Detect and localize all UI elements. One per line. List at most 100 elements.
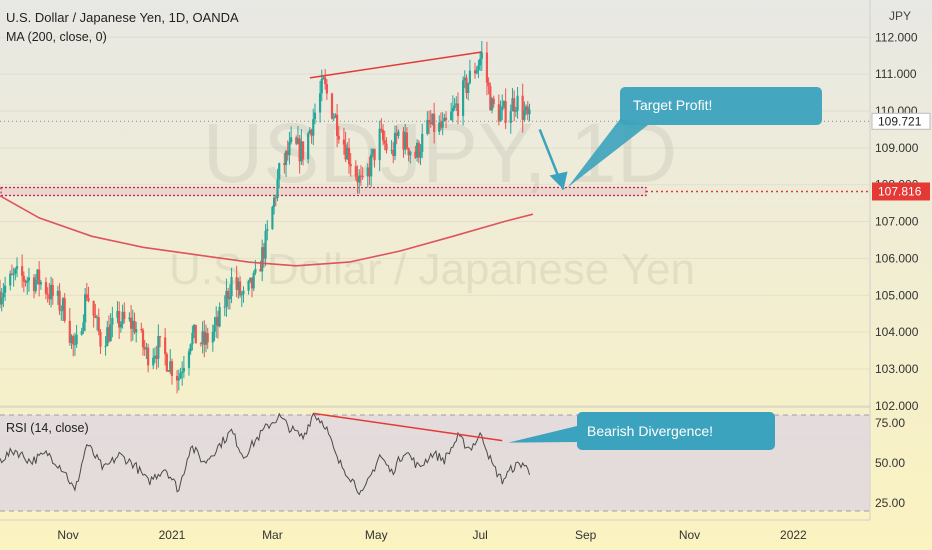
- rsi-tick-label: 25.00: [875, 496, 905, 510]
- target-callout-box[interactable]: [620, 87, 822, 125]
- candle-body: [116, 311, 119, 318]
- candle-body: [347, 147, 351, 165]
- candle-body: [48, 294, 51, 300]
- candle-body: [324, 77, 327, 85]
- candle-body: [15, 266, 19, 269]
- candle-body: [416, 142, 419, 158]
- candle-body: [87, 298, 90, 301]
- candle-body: [405, 132, 409, 149]
- time-tick-label: Jul: [472, 528, 487, 542]
- candle-body: [444, 117, 448, 121]
- rsi-tick-label: 50.00: [875, 456, 905, 470]
- rsi-axis: 75.00 50.00 25.00: [875, 416, 905, 510]
- candle-body: [106, 327, 109, 346]
- candle-body: [349, 164, 352, 167]
- price-tick-label: 104.000: [875, 325, 919, 339]
- candle-body: [259, 268, 262, 272]
- time-tick-label: Nov: [679, 528, 700, 542]
- candle-body: [514, 110, 517, 112]
- candle-body: [358, 175, 361, 183]
- candle-body: [301, 141, 305, 160]
- price-tick-label: 106.000: [875, 251, 919, 265]
- candle-body: [68, 320, 71, 343]
- price-tick-label: 109.000: [875, 141, 919, 155]
- candle-body: [465, 77, 468, 93]
- ma-legend: MA (200, close, 0): [6, 30, 107, 44]
- candle-body: [332, 117, 335, 119]
- candle-body: [330, 93, 334, 119]
- candle-body: [252, 272, 255, 289]
- candle-body: [0, 291, 2, 305]
- candle-body: [308, 129, 311, 134]
- candle-body: [14, 268, 17, 274]
- candle-body: [51, 284, 54, 296]
- candle-body: [502, 101, 506, 107]
- time-tick-label: 2022: [780, 528, 807, 542]
- candle-body: [433, 113, 436, 132]
- candle-body: [118, 311, 121, 328]
- candle-body: [58, 290, 61, 311]
- current-price-label: 109.721: [878, 114, 922, 128]
- candle-body: [487, 82, 490, 87]
- candle-body: [128, 317, 131, 320]
- divergence-callout-box[interactable]: [577, 412, 775, 450]
- candle-body: [26, 280, 29, 283]
- candle-body: [393, 132, 397, 157]
- candle-body: [373, 148, 376, 161]
- candle-body: [463, 77, 466, 81]
- candle-body: [250, 277, 254, 289]
- price-grid: [0, 36, 870, 407]
- support-price-label: 107.816: [878, 184, 922, 198]
- candle-body: [385, 143, 388, 151]
- candle-body: [383, 140, 386, 144]
- candle-body: [247, 281, 250, 291]
- candle-body: [63, 298, 66, 321]
- rsi-line: [0, 412, 530, 496]
- candle-body: [261, 247, 264, 272]
- candle-body: [366, 167, 369, 177]
- candle-body: [192, 324, 196, 333]
- time-axis: Nov 2021 Mar May Jul Sep Nov 2022: [57, 528, 807, 542]
- candle-body: [501, 106, 504, 111]
- candle-body: [119, 324, 122, 328]
- candle-body: [179, 373, 182, 379]
- price-tick-label: 107.000: [875, 215, 919, 229]
- candle-body: [82, 322, 85, 332]
- candle-body: [32, 277, 36, 292]
- candle-body: [213, 325, 216, 332]
- candle-body: [344, 144, 347, 160]
- candle-body: [169, 361, 172, 372]
- candle-body: [431, 113, 434, 125]
- candle-body: [368, 167, 371, 177]
- candle-body: [278, 163, 281, 180]
- candle-body: [489, 86, 492, 111]
- candle-body: [450, 111, 453, 121]
- candle-body: [155, 355, 158, 359]
- candle-body: [140, 329, 143, 331]
- candle-body: [378, 128, 381, 161]
- candle-body: [523, 110, 526, 120]
- candle-body: [336, 114, 339, 136]
- candle-body: [27, 277, 31, 281]
- candle-body: [170, 361, 174, 376]
- rsi-legend: RSI (14, close): [6, 421, 89, 435]
- candle-body: [511, 98, 514, 112]
- candle-body: [147, 347, 150, 366]
- candle-body: [439, 122, 443, 128]
- candle-body: [318, 93, 322, 113]
- candle-body: [39, 282, 42, 285]
- candle-body: [97, 317, 100, 332]
- candle-body: [49, 284, 53, 300]
- candle-body: [451, 107, 454, 112]
- candle-body: [271, 206, 274, 230]
- candle-body: [426, 119, 429, 134]
- candle-body: [264, 230, 267, 259]
- candle-body: [235, 277, 238, 290]
- candle-body: [361, 176, 364, 177]
- candle-body: [477, 65, 480, 70]
- candle-body: [262, 247, 265, 259]
- candle-body: [392, 149, 395, 157]
- candle-body: [290, 137, 293, 143]
- candle-body: [298, 138, 301, 162]
